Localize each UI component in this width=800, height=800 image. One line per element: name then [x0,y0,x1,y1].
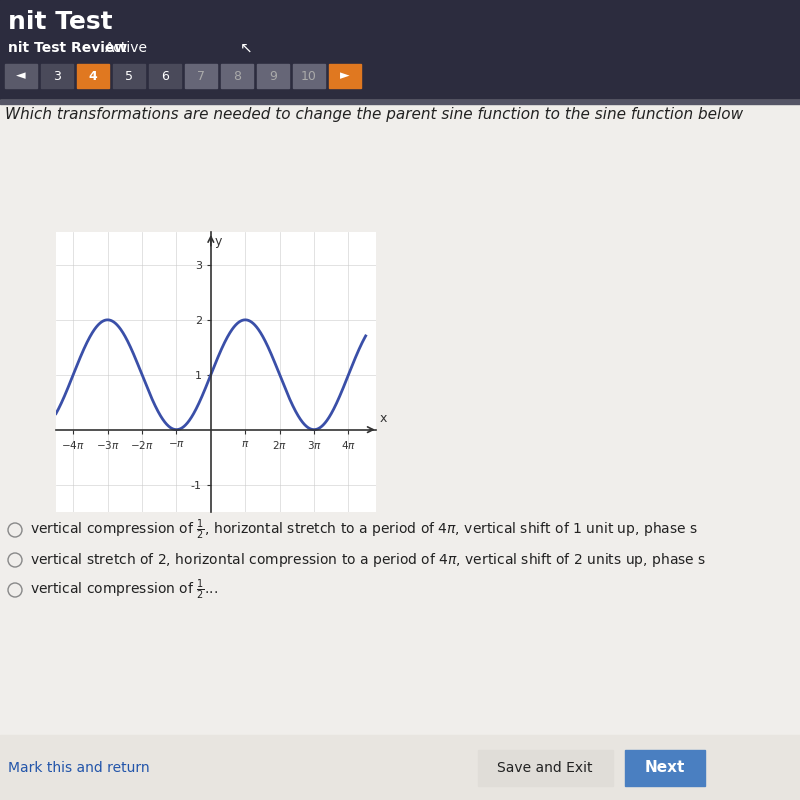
Text: 7: 7 [197,70,205,82]
Bar [149,64,181,88]
Text: y: y [215,234,222,248]
Text: 8: 8 [233,70,241,82]
Text: 4: 4 [89,70,98,82]
Text: Mark this and return: Mark this and return [8,761,150,775]
Text: Active: Active [105,41,148,55]
Bar [185,64,217,88]
Text: ►: ► [340,70,350,82]
Text: ◄: ◄ [16,70,26,82]
Text: vertical compression of $\frac{1}{2}$, horizontal stretch to a period of $4\pi$,: vertical compression of $\frac{1}{2}$, h… [30,518,698,542]
Bar [293,64,325,88]
Text: 6: 6 [161,70,169,82]
Text: Which transformations are needed to change the parent sine function to the sine : Which transformations are needed to chan… [5,107,743,122]
Bar [0,0,800,100]
Text: x: x [379,412,387,426]
Bar [221,64,253,88]
Bar [0,100,800,800]
Text: 10: 10 [301,70,317,82]
Bar [5,64,37,88]
Text: vertical compression of $\frac{1}{2}$...: vertical compression of $\frac{1}{2}$... [30,578,218,602]
Text: 3: 3 [53,70,61,82]
Bar [0,735,800,800]
Bar [329,64,361,88]
Text: Save and Exit: Save and Exit [498,761,593,775]
Bar [0,100,800,104]
Text: 5: 5 [125,70,133,82]
Bar [257,64,289,88]
Bar [77,64,109,88]
Bar [113,64,145,88]
Bar [478,750,613,786]
Text: nit Test: nit Test [8,10,113,34]
Text: ↖: ↖ [240,41,253,55]
Text: Next: Next [645,761,685,775]
Bar [625,750,705,786]
Text: 9: 9 [269,70,277,82]
Text: vertical stretch of 2, horizontal compression to a period of $4\pi$, vertical sh: vertical stretch of 2, horizontal compre… [30,551,706,569]
Bar [41,64,73,88]
Text: nit Test Review: nit Test Review [8,41,127,55]
